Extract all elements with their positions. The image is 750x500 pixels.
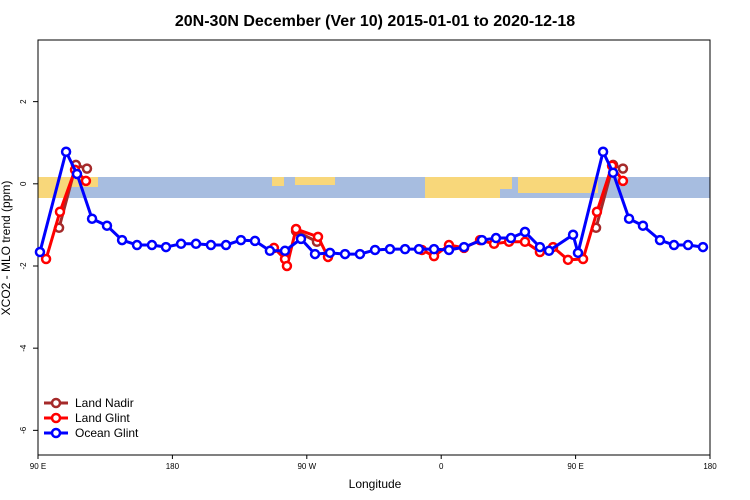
point bbox=[617, 175, 629, 187]
point bbox=[399, 243, 411, 255]
point bbox=[597, 146, 609, 158]
x-tick-label: 180 bbox=[166, 462, 180, 471]
x-tick-label: 0 bbox=[439, 462, 444, 471]
legend-marker bbox=[50, 427, 62, 439]
point bbox=[490, 232, 502, 244]
point bbox=[60, 146, 72, 158]
y-tick-label: 2 bbox=[19, 99, 28, 104]
point bbox=[572, 247, 584, 259]
point bbox=[175, 238, 187, 250]
point bbox=[682, 239, 694, 251]
point bbox=[543, 245, 555, 257]
point bbox=[458, 241, 470, 253]
x-tick-label: 180 bbox=[703, 462, 717, 471]
point bbox=[281, 260, 293, 272]
point bbox=[519, 226, 531, 238]
point bbox=[534, 241, 546, 253]
y-axis-label: XCO2 - MLO trend (ppm) bbox=[0, 181, 13, 316]
point bbox=[40, 253, 52, 265]
point bbox=[623, 213, 635, 224]
y-tick-label: -6 bbox=[19, 426, 28, 434]
point bbox=[654, 234, 666, 246]
y-tick-label: -4 bbox=[19, 344, 28, 352]
point bbox=[443, 244, 455, 256]
point bbox=[607, 167, 619, 178]
y-tick-label: 0 bbox=[19, 181, 28, 186]
point bbox=[71, 168, 83, 180]
point bbox=[384, 243, 396, 255]
x-tick-label: 90 W bbox=[297, 462, 316, 471]
legend-label: Ocean Glint bbox=[75, 426, 139, 440]
point bbox=[116, 234, 128, 246]
point bbox=[160, 241, 172, 253]
point bbox=[354, 248, 366, 260]
point bbox=[519, 236, 531, 247]
point bbox=[220, 239, 232, 251]
map-land bbox=[500, 177, 512, 189]
point bbox=[86, 213, 98, 224]
point bbox=[369, 244, 381, 256]
point bbox=[339, 248, 351, 260]
legend-label: Land Glint bbox=[75, 411, 130, 425]
map-land bbox=[272, 177, 284, 186]
legend-marker bbox=[50, 397, 62, 409]
legend-label: Land Nadir bbox=[75, 396, 134, 410]
point bbox=[567, 229, 579, 241]
map-land bbox=[295, 177, 335, 185]
x-tick-label: 90 E bbox=[567, 462, 583, 471]
point bbox=[476, 234, 488, 246]
point bbox=[697, 241, 709, 253]
point bbox=[80, 175, 92, 187]
map-land bbox=[38, 177, 68, 198]
point bbox=[54, 206, 66, 218]
map-strip bbox=[38, 177, 710, 198]
point bbox=[279, 245, 291, 257]
point bbox=[312, 231, 324, 243]
point bbox=[668, 239, 680, 251]
point bbox=[295, 233, 307, 245]
point bbox=[190, 238, 202, 250]
x-axis-label: Longitude bbox=[349, 477, 402, 491]
point bbox=[101, 220, 113, 231]
series-line bbox=[57, 163, 624, 244]
legend-marker bbox=[50, 412, 62, 424]
point bbox=[81, 163, 93, 174]
map-land bbox=[518, 177, 598, 193]
map-land bbox=[425, 177, 500, 198]
point bbox=[235, 234, 247, 246]
point bbox=[591, 206, 603, 218]
point bbox=[428, 243, 440, 255]
point bbox=[562, 254, 574, 266]
point bbox=[617, 163, 629, 174]
point bbox=[205, 239, 217, 251]
point bbox=[637, 220, 649, 231]
point bbox=[505, 232, 517, 244]
point bbox=[146, 239, 158, 251]
point bbox=[413, 243, 425, 255]
point bbox=[290, 223, 302, 235]
point bbox=[264, 245, 276, 257]
y-tick-label: -2 bbox=[19, 262, 28, 270]
point bbox=[324, 247, 336, 259]
point bbox=[131, 239, 143, 251]
point bbox=[309, 248, 321, 260]
x-tick-label: 90 E bbox=[30, 462, 46, 471]
point bbox=[249, 235, 261, 247]
point bbox=[34, 246, 46, 258]
chart-title: 20N-30N December (Ver 10) 2015-01-01 to … bbox=[175, 13, 575, 30]
